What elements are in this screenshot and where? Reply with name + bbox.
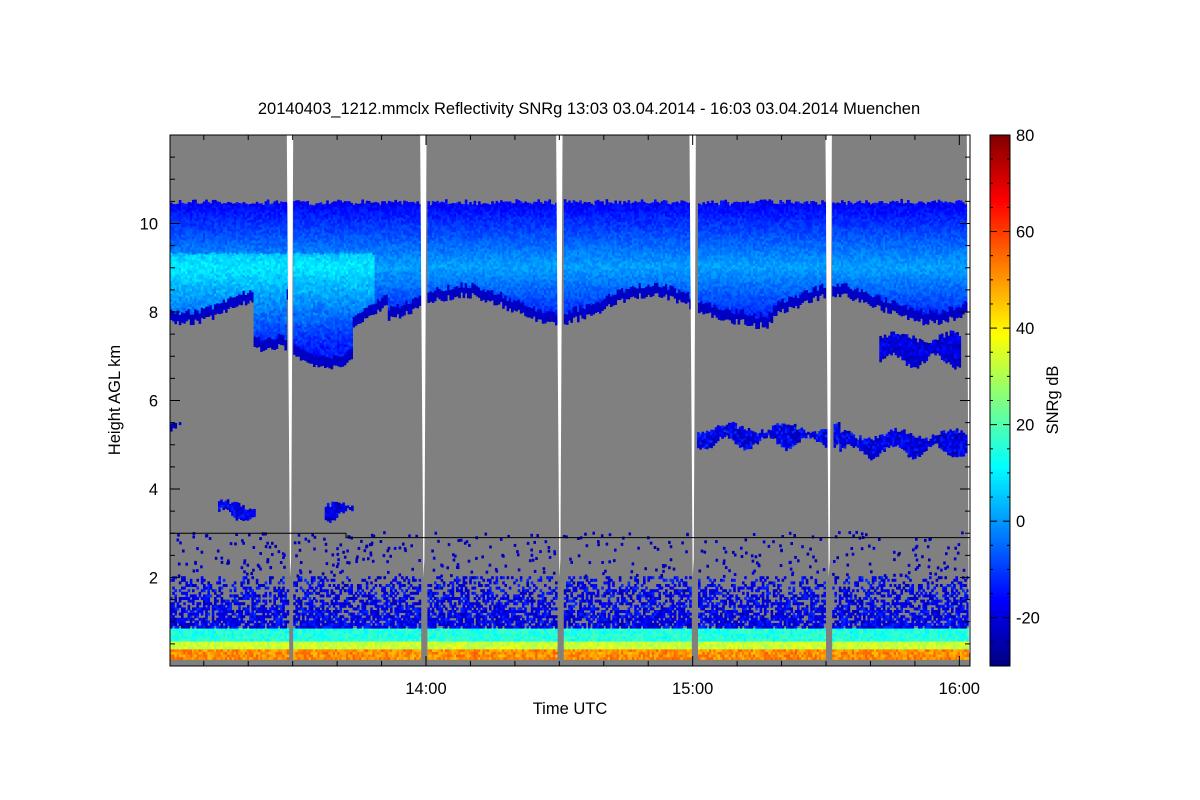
cirrus-cell xyxy=(375,311,378,314)
cirrus-cell xyxy=(284,332,287,335)
cirrus-cell xyxy=(350,346,353,349)
cirrus-cell xyxy=(192,322,195,325)
cirrus-cell xyxy=(212,317,215,320)
cirrus-cell xyxy=(284,337,287,340)
cirrus-cell xyxy=(284,301,287,304)
cirrus-cell xyxy=(240,302,243,305)
cirrus-cell xyxy=(284,322,287,325)
cirrus-cell xyxy=(212,314,215,317)
cirrus-cell xyxy=(331,366,334,369)
cirrus-cell xyxy=(276,200,279,203)
cirrus-cell xyxy=(350,356,353,359)
cirrus-cell xyxy=(284,345,287,348)
cirrus-cell xyxy=(326,200,329,203)
cirrus-cell xyxy=(284,335,287,338)
cirrus-cell xyxy=(284,311,287,314)
cirrus-cell xyxy=(350,341,353,344)
cirrus-cell xyxy=(174,321,177,324)
cirrus-cell xyxy=(388,318,391,321)
cirrus-cell xyxy=(350,338,353,341)
cirrus-cell xyxy=(344,362,347,365)
cirrus-cell xyxy=(284,309,287,312)
cirrus-cell xyxy=(361,200,364,203)
cirrus-cell xyxy=(379,309,382,312)
cirrus-cell xyxy=(306,201,309,204)
cirrus-cell xyxy=(194,200,197,203)
cirrus-cell xyxy=(284,348,287,351)
cirrus-cell xyxy=(284,324,287,327)
cirrus-cell xyxy=(350,354,353,357)
cirrus-cell xyxy=(361,319,364,322)
cirrus-cell xyxy=(199,318,202,321)
cirrus-cell xyxy=(284,314,287,317)
cirrus-cell xyxy=(192,319,195,322)
cirrus-cell xyxy=(284,319,287,322)
cirrus-cell xyxy=(284,340,287,343)
cirrus-cell xyxy=(381,305,384,308)
cirrus-cell xyxy=(284,329,287,332)
cirrus-cell xyxy=(284,316,287,319)
cirrus-cell xyxy=(221,310,224,313)
cirrus-cell xyxy=(247,301,250,304)
cirrus-cell xyxy=(350,343,353,346)
cirrus-cell xyxy=(276,346,279,349)
cirrus-cell xyxy=(284,303,287,306)
cirrus-cell xyxy=(350,333,353,336)
cirrus-cell xyxy=(267,200,270,203)
cirrus-cell xyxy=(199,321,202,324)
chart-title: 20140403_1212.mmclx Reflectivity SNRg 13… xyxy=(258,100,920,118)
cirrus-cell xyxy=(350,330,353,333)
cirrus-cell xyxy=(225,310,228,313)
cirrus-cell xyxy=(284,342,287,345)
cirrus-cell xyxy=(350,349,353,352)
cirrus-cell xyxy=(284,327,287,330)
cirrus-cell xyxy=(284,306,287,309)
cirrus-cell xyxy=(350,336,353,339)
cirrus-cell xyxy=(350,351,353,354)
cirrus-cell xyxy=(179,200,182,203)
cirrus-cell xyxy=(350,328,353,331)
